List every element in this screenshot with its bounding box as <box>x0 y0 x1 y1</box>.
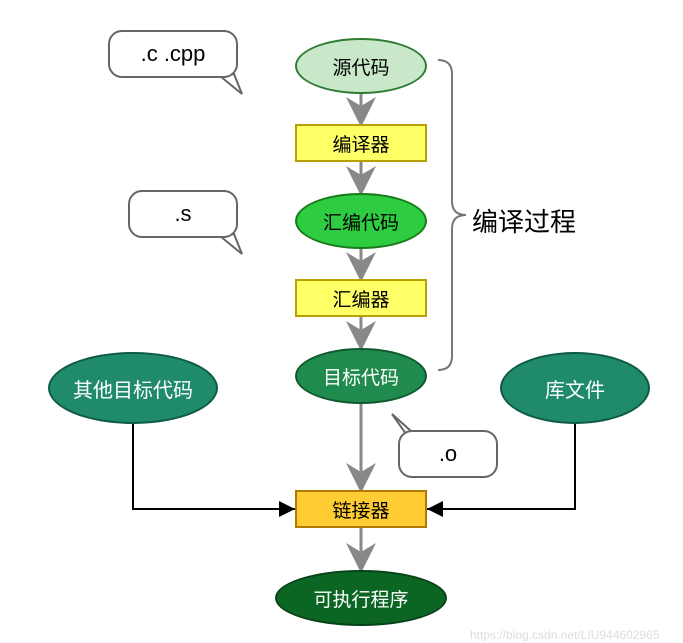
callout-o-label: .o <box>439 441 457 467</box>
node-exe: 可执行程序 <box>275 570 447 626</box>
callout-c_cpp: .c .cpp <box>108 30 238 78</box>
node-otherobj-label: 其他目标代码 <box>73 374 193 403</box>
node-libfile-label: 库文件 <box>545 374 605 403</box>
callout-s-label: .s <box>174 201 191 227</box>
callout-s: .s <box>128 190 238 238</box>
callout-o: .o <box>398 430 498 478</box>
node-otherobj: 其他目标代码 <box>48 352 218 424</box>
node-linker-label: 链接器 <box>332 496 389 523</box>
arrow-otherobj-linker <box>133 424 295 509</box>
node-compiler: 编译器 <box>295 124 427 162</box>
node-source-label: 源代码 <box>332 53 389 80</box>
node-asmcode-label: 汇编代码 <box>323 208 399 235</box>
node-asmcode: 汇编代码 <box>295 193 427 249</box>
node-exe-label: 可执行程序 <box>313 585 408 612</box>
node-assembler: 汇编器 <box>295 279 427 317</box>
node-linker: 链接器 <box>295 490 427 528</box>
callout-c_cpp-label: .c .cpp <box>141 41 206 67</box>
node-assembler-label: 汇编器 <box>332 285 389 312</box>
node-compiler-label: 编译器 <box>332 130 389 157</box>
node-source: 源代码 <box>295 38 427 94</box>
node-objcode: 目标代码 <box>295 348 427 404</box>
watermark-text: https://blog.csdn.net/LIU944602965 <box>470 628 659 642</box>
node-objcode-label: 目标代码 <box>323 363 399 390</box>
process-label: 编译过程 <box>472 202 576 239</box>
node-libfile: 库文件 <box>500 352 650 424</box>
brace-icon <box>438 60 466 370</box>
